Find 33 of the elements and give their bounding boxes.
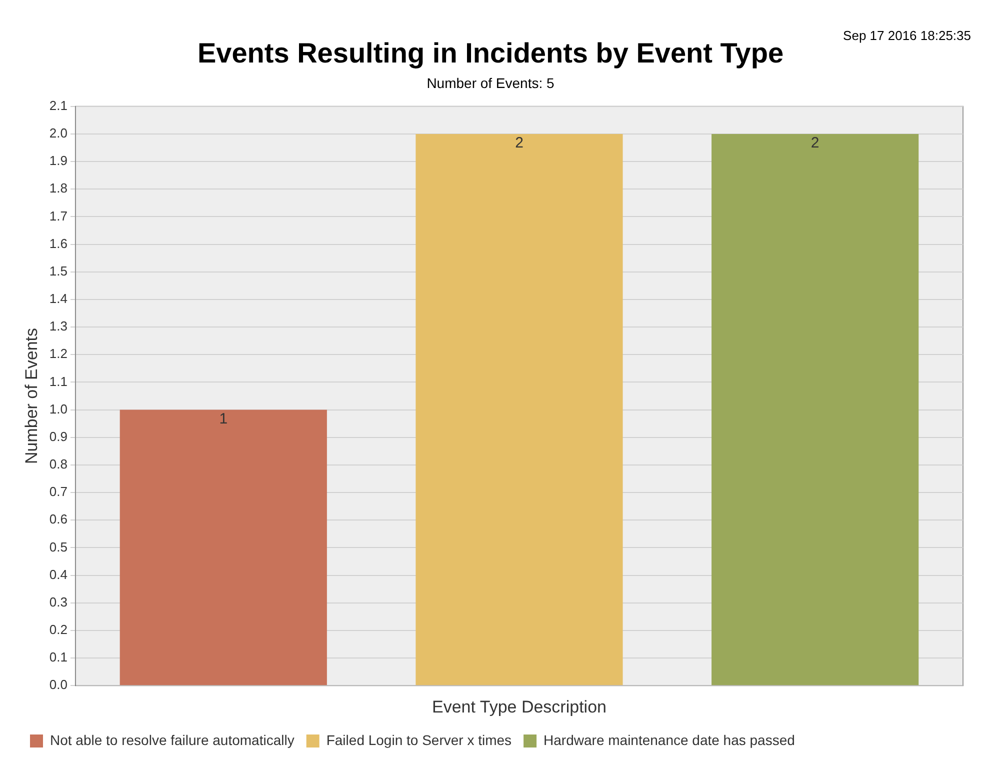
- chart-title: Events Resulting in Incidents by Event Type: [197, 38, 784, 69]
- y-tick-label: 0.8: [49, 456, 68, 472]
- y-tick-label: 1.7: [49, 208, 68, 224]
- x-axis-title: Event Type Description: [432, 697, 606, 716]
- data-label: 2: [810, 134, 820, 152]
- y-tick-label: 0.0: [49, 677, 68, 692]
- y-tick-label: 0.9: [49, 428, 68, 444]
- y-tick-label: 0.7: [49, 484, 68, 500]
- y-tick-label: 2.0: [49, 126, 68, 141]
- y-tick-label: 1.5: [49, 263, 68, 278]
- y-tick-label: 2.1: [49, 98, 68, 113]
- text: Sep 17 2016 18:25:35: [843, 28, 971, 43]
- y-axis-title: Number of Events: [22, 328, 41, 464]
- data-label: 2: [515, 134, 524, 152]
- y-tick-label: 1.3: [49, 318, 68, 334]
- legend-label: Not able to resolve failure automatically: [50, 732, 294, 748]
- y-tick-label: 1.9: [49, 153, 68, 168]
- y-tick-label: 0.1: [49, 650, 68, 665]
- y-tick-label: 1.0: [49, 401, 68, 416]
- legend-label: Hardware maintenance date has passed: [544, 732, 795, 748]
- legend-label: Failed Login to Server x times: [326, 732, 512, 748]
- y-tick-label: 0.4: [49, 566, 68, 582]
- y-tick-label: 0.5: [49, 539, 68, 554]
- y-tick-label: 1.1: [49, 374, 68, 389]
- data-label: 1: [219, 410, 228, 428]
- y-tick-label: 1.6: [49, 236, 68, 251]
- y-tick-label: 1.8: [49, 180, 68, 196]
- y-tick-label: 1.4: [49, 291, 68, 306]
- y-tick-label: 0.2: [49, 622, 68, 638]
- y-tick-label: 0.6: [49, 512, 68, 527]
- y-tick-label: 1.2: [49, 346, 68, 362]
- chart-subtitle: Number of Events: 5: [426, 74, 555, 91]
- y-tick-label: 0.3: [49, 594, 68, 610]
